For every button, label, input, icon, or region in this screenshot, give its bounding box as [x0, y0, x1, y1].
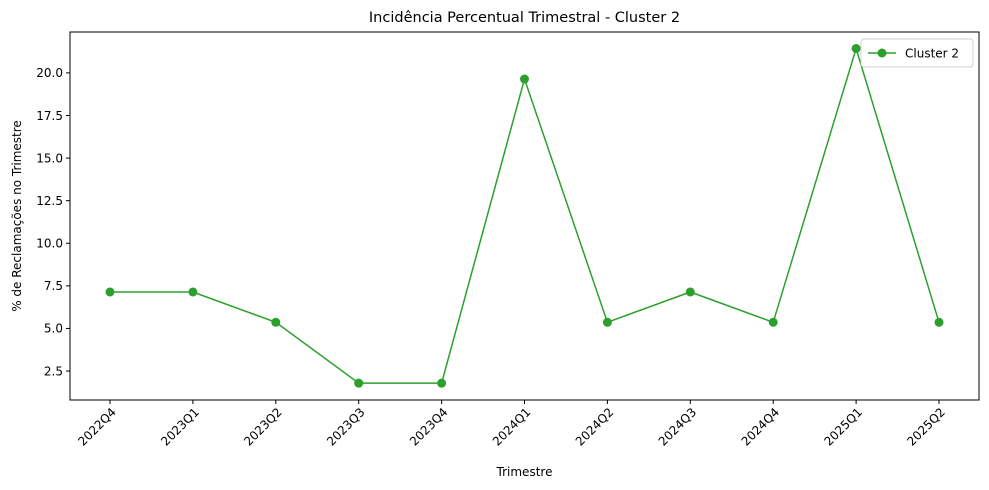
y-tick-label: 12.5: [36, 194, 63, 208]
x-tick-label: 2025Q1: [821, 405, 865, 449]
x-axis: 2022Q4 2023Q1 2023Q2 2023Q3 2023Q4 2024Q1 2024…: [75, 400, 948, 449]
x-tick-label: 2023Q1: [158, 405, 202, 449]
data-point: [437, 378, 447, 388]
y-tick-label: 2.5: [44, 364, 63, 378]
data-point: [105, 287, 115, 297]
plot-frame: [69, 31, 980, 401]
data-point: [602, 317, 612, 327]
legend-box: [860, 38, 974, 68]
x-tick-label: 2022Q4: [75, 405, 119, 449]
data-point: [768, 317, 778, 327]
x-tick-label: 2024Q1: [490, 405, 534, 449]
x-axis-label: Trimestre: [496, 465, 553, 479]
chart-title: Incidência Percentual Trimestral - Clust…: [369, 10, 680, 26]
legend-label: Cluster 2: [905, 47, 959, 61]
x-tick-label: 2024Q2: [573, 405, 617, 449]
x-tick-label: 2023Q3: [324, 405, 368, 449]
data-point: [520, 74, 529, 84]
y-tick-label: 15.0: [36, 151, 63, 165]
data-point: [685, 287, 695, 297]
y-tick-label: 17.5: [36, 109, 63, 123]
y-axis: 2.5 5.0 7.5 10.0 12.5 15.0 17.5 20.0: [36, 66, 70, 378]
legend-marker: [877, 48, 887, 58]
y-tick-label: 20.0: [36, 66, 63, 80]
x-tick-label: 2024Q4: [739, 405, 783, 449]
data-point: [188, 287, 198, 297]
x-tick-label: 2024Q3: [656, 405, 700, 449]
data-point: [271, 317, 281, 327]
x-tick-label: 2023Q2: [241, 405, 285, 449]
series-line: [110, 45, 940, 384]
series-layer: [105, 44, 944, 388]
y-axis-label: % de Reclamações no Trimestre: [10, 120, 24, 312]
data-point: [934, 317, 944, 327]
data-point: [354, 378, 364, 388]
x-tick-label: 2025Q2: [904, 405, 948, 449]
legend: Cluster 2: [860, 38, 974, 68]
data-point: [851, 44, 861, 54]
x-tick-label: 2023Q4: [407, 405, 451, 449]
y-tick-label: 7.5: [44, 279, 63, 293]
plot-area: [69, 31, 980, 401]
y-tick-label: 5.0: [44, 322, 63, 336]
y-tick-label: 10.0: [36, 237, 63, 251]
